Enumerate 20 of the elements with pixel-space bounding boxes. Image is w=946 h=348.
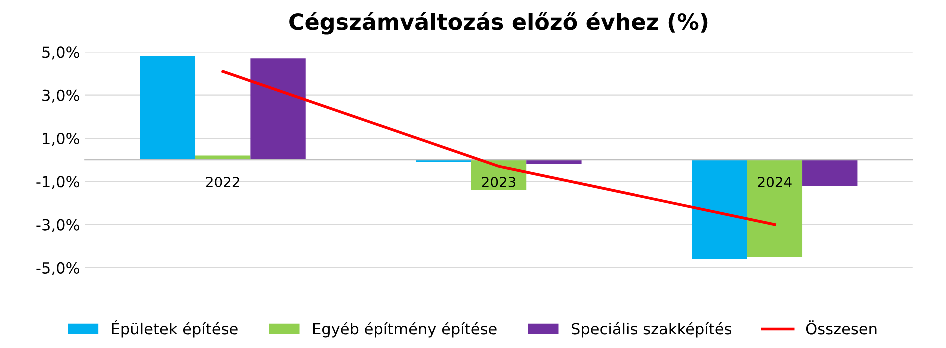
- bar: [747, 160, 803, 258]
- bar: [802, 160, 858, 186]
- y-tick-label: -3,0%: [36, 219, 80, 232]
- bar: [140, 56, 196, 160]
- legend-label: Összesen: [806, 320, 877, 335]
- y-tick-label: 1,0%: [43, 132, 80, 146]
- y-tick-label: -1,0%: [36, 176, 80, 190]
- bar: [692, 160, 748, 260]
- legend-label: Egyéb építmény építése: [313, 322, 497, 338]
- y-tick-label: 5,0%: [42, 46, 80, 60]
- x-tick-label: 2023: [482, 176, 516, 188]
- y-tick-label: 3,0%: [42, 90, 80, 103]
- bar: [526, 160, 582, 164]
- bar: [250, 58, 306, 160]
- x-tick-label: 2024: [758, 176, 792, 188]
- y-tick-label: -5,0%: [36, 262, 80, 276]
- chart-title: Cégszámváltozás előző évhez (%): [290, 12, 708, 35]
- legend-label: Épületek építése: [112, 320, 238, 338]
- legend-label: Speciális szakképítés: [572, 322, 732, 338]
- x-tick-label: 2022: [206, 176, 240, 188]
